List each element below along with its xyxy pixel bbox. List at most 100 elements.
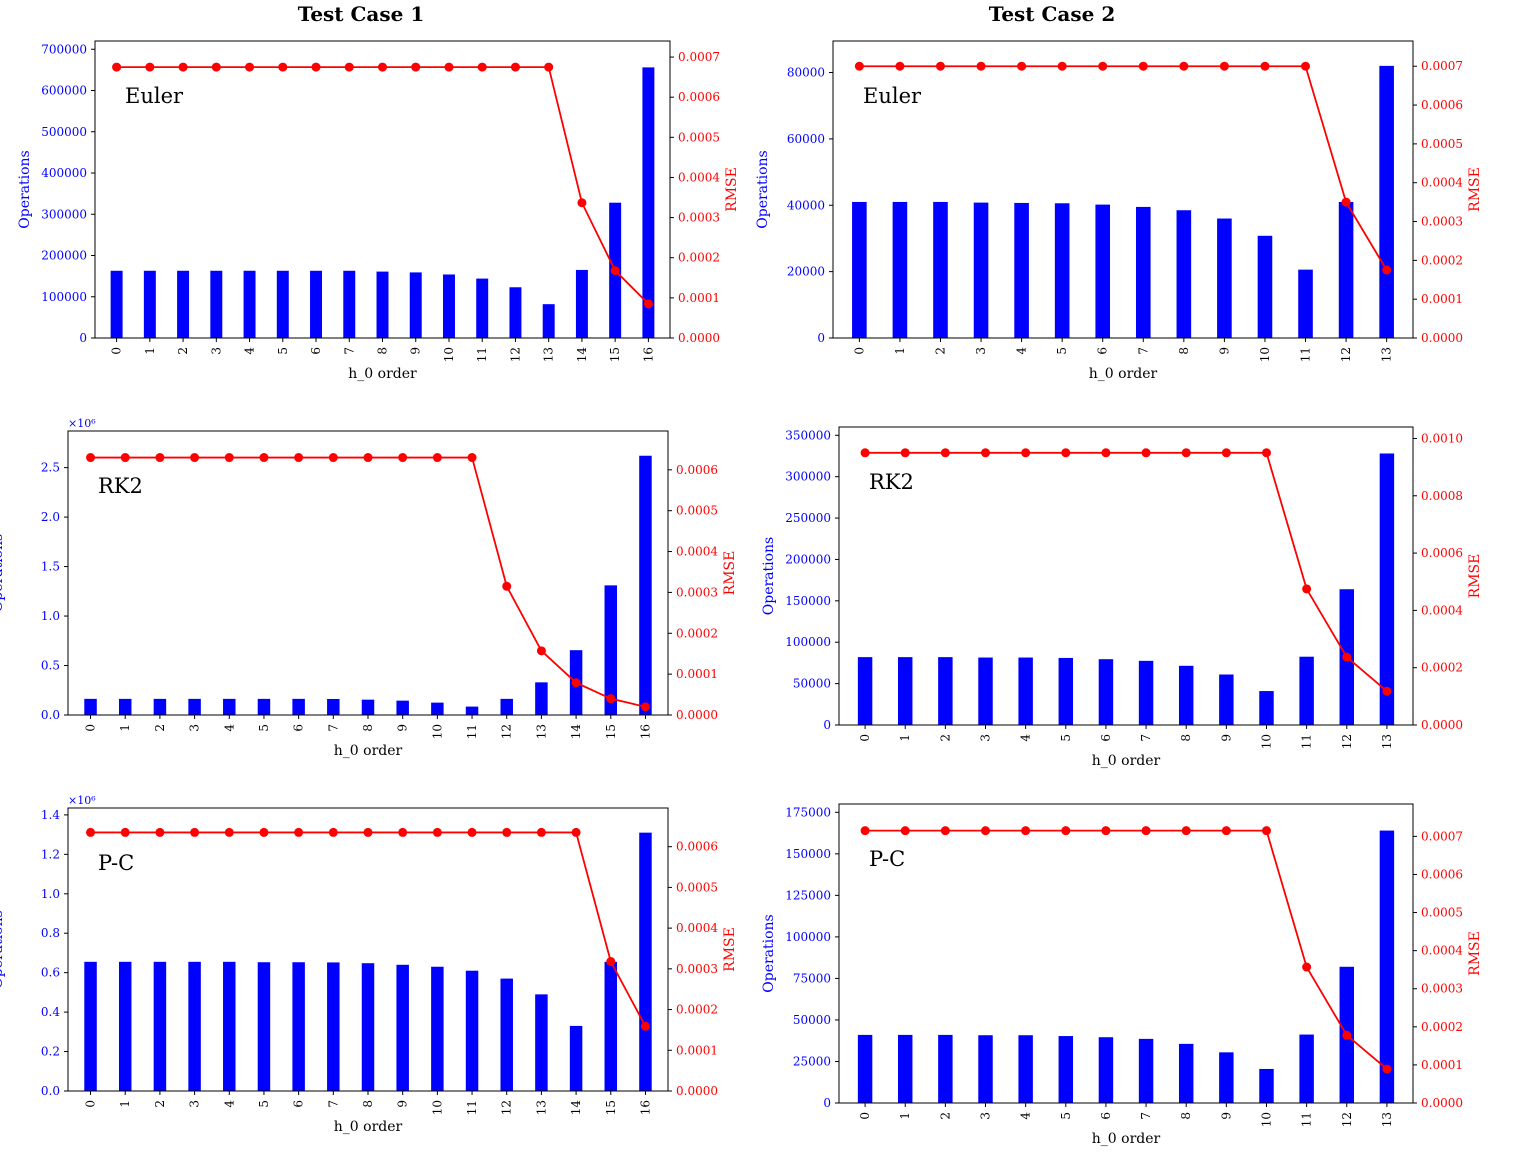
rmse-point-11 bbox=[1302, 962, 1312, 972]
method-label: Euler bbox=[863, 84, 922, 108]
ytick-left-label: 150000 bbox=[785, 594, 831, 608]
bar-6 bbox=[1095, 204, 1111, 338]
rmse-point-0 bbox=[860, 448, 870, 458]
bar-14 bbox=[575, 269, 588, 338]
rmse-point-12 bbox=[502, 581, 512, 591]
ytick-right-label: 0.0003 bbox=[1421, 982, 1463, 996]
chart-panel-c1-rk2: 0.0 0.5 1.0 1.5 2.0 2.5 ×10⁶ 0.0000 0.0001 0.0002… bbox=[0, 417, 738, 759]
rmse-point-8 bbox=[378, 62, 387, 72]
rmse-point-2 bbox=[940, 826, 950, 836]
ytick-left-label: 50000 bbox=[793, 1013, 831, 1027]
xtick-label: 1 bbox=[143, 347, 157, 355]
rmse-point-10 bbox=[1261, 448, 1271, 458]
rmse-point-9 bbox=[398, 827, 408, 837]
bar-11 bbox=[1299, 656, 1314, 725]
yaxis-right-label: RMSE bbox=[1467, 931, 1483, 976]
rmse-point-6 bbox=[1101, 448, 1111, 458]
ytick-right-label: 0.0004 bbox=[676, 545, 718, 559]
ytick-left-label: 20000 bbox=[787, 265, 825, 279]
xtick-label: 11 bbox=[1300, 1112, 1314, 1127]
bar-0 bbox=[857, 1034, 873, 1103]
ytick-right-label: 0.0002 bbox=[1421, 1020, 1463, 1034]
bar-8 bbox=[1176, 210, 1192, 338]
xtick-label: 4 bbox=[1019, 734, 1033, 742]
xtick-label: 4 bbox=[1019, 1112, 1033, 1120]
ytick-right-label: 0.0005 bbox=[676, 504, 718, 518]
bar-15 bbox=[604, 585, 618, 715]
ytick-right-label: 0.0006 bbox=[1421, 98, 1463, 112]
xaxis-label: h_0 order bbox=[1092, 753, 1161, 769]
rmse-point-11 bbox=[467, 453, 477, 463]
xtick-label: 2 bbox=[153, 1100, 167, 1108]
bar-13 bbox=[535, 994, 548, 1091]
xtick-label: 12 bbox=[1340, 734, 1354, 749]
rmse-point-6 bbox=[311, 62, 321, 72]
bar-5 bbox=[257, 698, 271, 715]
ytick-left-label: 500000 bbox=[41, 125, 87, 139]
rmse-point-9 bbox=[1221, 448, 1231, 458]
xtick-label: 0 bbox=[852, 347, 866, 355]
bar-3 bbox=[978, 1035, 993, 1103]
bar-10 bbox=[442, 274, 455, 338]
yaxis-left-label: Operations bbox=[761, 914, 777, 993]
rmse-line bbox=[90, 456, 646, 708]
bar-4 bbox=[1018, 657, 1033, 725]
ytick-left-label: 0.0 bbox=[41, 708, 60, 722]
ytick-right-label: 0.0002 bbox=[678, 251, 720, 265]
xtick-label: 3 bbox=[979, 1112, 993, 1120]
rmse-line bbox=[116, 66, 650, 305]
xtick-label: 4 bbox=[243, 347, 257, 355]
rmse-point-3 bbox=[211, 62, 221, 72]
rmse-point-2 bbox=[155, 453, 165, 463]
chart-panel-c1-pc: 0.0 0.2 0.4 0.6 0.8 1.0 1.2 1.4 ×10⁶ 0.0000 0.0001… bbox=[0, 794, 738, 1135]
yaxis-right-label: RMSE bbox=[724, 167, 740, 212]
xtick-label: 0 bbox=[858, 734, 872, 742]
bar-3 bbox=[973, 202, 989, 338]
rmse-point-12 bbox=[1342, 1030, 1352, 1040]
xtick-label: 14 bbox=[569, 1100, 583, 1116]
xaxis-label: h_0 order bbox=[348, 366, 417, 382]
ytick-left-label: 0.4 bbox=[41, 1005, 60, 1019]
ytick-left-label: 60000 bbox=[787, 132, 825, 146]
xtick-label: 7 bbox=[326, 1100, 340, 1108]
xtick-label: 13 bbox=[1380, 347, 1394, 362]
rmse-point-11 bbox=[1301, 61, 1311, 71]
ytick-right-label: 0.0002 bbox=[676, 1003, 718, 1017]
xtick-label: 15 bbox=[608, 347, 622, 362]
xtick-label: 8 bbox=[1179, 734, 1193, 742]
bar-2 bbox=[177, 270, 190, 338]
bar-13 bbox=[535, 682, 548, 715]
bar-10 bbox=[431, 966, 444, 1091]
xtick-label: 16 bbox=[638, 1100, 652, 1115]
bar-11 bbox=[1298, 269, 1313, 338]
rmse-point-1 bbox=[145, 62, 155, 72]
ytick-right-label: 0.0004 bbox=[1421, 176, 1463, 190]
rmse-point-8 bbox=[1181, 826, 1191, 836]
column-title-case-2: Test Case 2 bbox=[988, 2, 1116, 26]
rmse-point-3 bbox=[190, 453, 200, 463]
xtick-label: 12 bbox=[1340, 1112, 1354, 1127]
ytick-left-label: 200000 bbox=[41, 249, 87, 263]
rmse-point-13 bbox=[544, 62, 554, 72]
bar-9 bbox=[1219, 1052, 1234, 1103]
ytick-right-label: 0.0005 bbox=[1421, 137, 1463, 151]
ytick-left-label: 150000 bbox=[785, 847, 831, 861]
bar-15 bbox=[604, 961, 618, 1091]
rmse-point-1 bbox=[900, 826, 910, 836]
ytick-right-label: 0.0010 bbox=[1421, 431, 1463, 445]
rmse-point-16 bbox=[640, 1021, 650, 1031]
xaxis-label: h_0 order bbox=[334, 743, 403, 759]
xtick-label: 1 bbox=[898, 734, 912, 742]
rmse-point-0 bbox=[854, 61, 864, 71]
rmse-point-5 bbox=[1057, 61, 1067, 71]
xtick-label: 7 bbox=[1139, 734, 1153, 742]
chart-panel-c2-rk2: 0500001000001500002000002500003000003500… bbox=[761, 426, 1483, 769]
xtick-label: 10 bbox=[430, 1100, 444, 1115]
rmse-point-13 bbox=[1382, 686, 1392, 696]
ytick-left-label: 50000 bbox=[793, 677, 831, 691]
chart-panel-c1-euler: 0100000200000300000400000500000600000700… bbox=[17, 40, 740, 382]
rmse-point-13 bbox=[536, 646, 546, 656]
xtick-label: 4 bbox=[1015, 347, 1029, 355]
ytick-left-label: 100000 bbox=[785, 930, 831, 944]
xtick-label: 10 bbox=[1259, 1112, 1273, 1127]
